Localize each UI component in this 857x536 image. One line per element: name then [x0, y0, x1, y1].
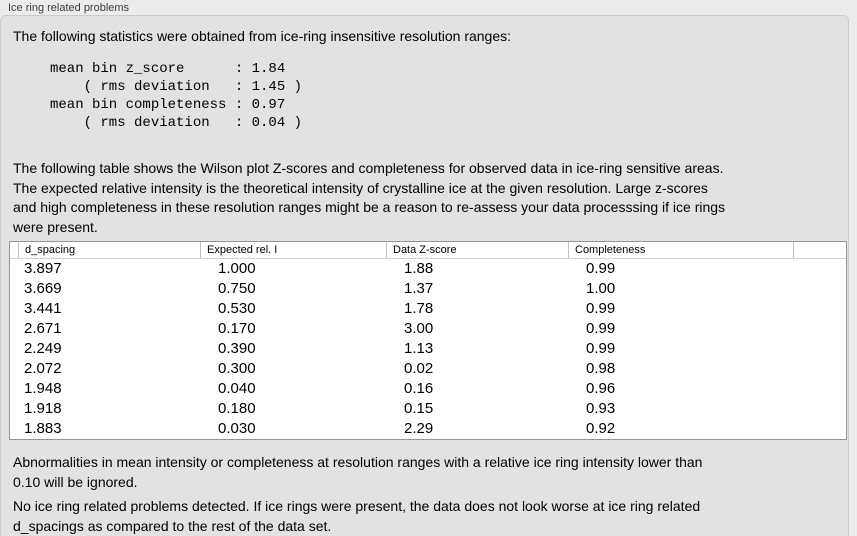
table-cell: 3.441 [24, 300, 62, 317]
description-text: The following table shows the Wilson plo… [13, 160, 726, 235]
column-header-empty [793, 242, 846, 258]
table-cell [793, 379, 846, 399]
table-row[interactable]: 2.249 0.390 1.13 0.99 [10, 339, 846, 359]
intro-text: The following statistics were obtained f… [13, 28, 512, 44]
table-row[interactable]: 3.669 0.750 1.37 1.00 [10, 279, 846, 299]
note-conclusion: No ice ring related problems detected. I… [13, 498, 701, 534]
table-cell [793, 359, 846, 379]
table-cell: 3.669 [24, 280, 62, 297]
table-row[interactable]: 3.441 0.530 1.78 0.99 [10, 299, 846, 319]
table-cell: 0.15 [404, 400, 434, 417]
table-cell: 0.02 [404, 360, 434, 377]
table-cell [793, 279, 846, 299]
table-cell: 1.88 [404, 260, 434, 277]
table-row[interactable]: 2.671 0.170 3.00 0.99 [10, 319, 846, 339]
table-cell: 0.93 [586, 400, 616, 417]
table-cell: 3.00 [404, 320, 434, 337]
table-cell [793, 299, 846, 319]
table-cell: 2.29 [404, 420, 434, 437]
table-cell: 0.96 [586, 380, 616, 397]
table-cell: 0.390 [218, 340, 256, 357]
table-cell: 0.99 [586, 300, 616, 317]
table-header-row: d_spacing Expected rel. I Data Z-score Comp… [10, 242, 846, 259]
table-row[interactable]: 1.883 0.030 2.29 0.92 [10, 419, 846, 439]
table-cell: 1.918 [24, 400, 62, 417]
table-cell: 0.98 [586, 360, 616, 377]
table-cell: 1.000 [218, 260, 256, 277]
table-cell [793, 399, 846, 419]
table-cell: 2.671 [24, 320, 62, 337]
table-row[interactable]: 1.918 0.180 0.15 0.93 [10, 399, 846, 419]
table-cell: 0.030 [218, 420, 256, 437]
table-body: 3.897 1.000 1.88 0.99 3.669 0.750 1.37 1.00 3.44… [10, 259, 846, 439]
table-cell: 1.78 [404, 300, 434, 317]
groupbox-title: Ice ring related problems [8, 2, 130, 14]
table-cell: 0.92 [586, 420, 616, 437]
column-header-completeness[interactable]: Completeness [568, 242, 793, 258]
table-cell: 0.170 [218, 320, 256, 337]
table-cell [793, 339, 846, 359]
ice-ring-table[interactable]: d_spacing Expected rel. I Data Z-score Comp… [9, 241, 847, 440]
note-ignore-threshold: Abnormalities in mean intensity or compl… [13, 454, 703, 490]
table-cell: 1.883 [24, 420, 62, 437]
table-cell: 0.300 [218, 360, 256, 377]
table-cell: 2.072 [24, 360, 62, 377]
table-row[interactable]: 2.072 0.300 0.02 0.98 [10, 359, 846, 379]
table-cell: 2.249 [24, 340, 62, 357]
table-row[interactable]: 1.948 0.040 0.16 0.96 [10, 379, 846, 399]
column-header-expected-rel-i[interactable]: Expected rel. I [200, 242, 386, 258]
table-cell: 0.99 [586, 320, 616, 337]
table-cell: 0.180 [218, 400, 256, 417]
table-row[interactable]: 3.897 1.000 1.88 0.99 [10, 259, 846, 279]
column-header-d-spacing[interactable]: d_spacing [18, 242, 200, 258]
table-cell: 1.13 [404, 340, 434, 357]
table-cell [793, 419, 846, 439]
table-cell: 1.948 [24, 380, 62, 397]
table-cell [793, 319, 846, 339]
column-header-data-z-score[interactable]: Data Z-score [386, 242, 568, 258]
table-cell: 1.00 [586, 280, 616, 297]
table-cell: 1.37 [404, 280, 434, 297]
table-cell: 3.897 [24, 260, 62, 277]
table-cell: 0.16 [404, 380, 434, 397]
column-header-stub [10, 242, 18, 258]
stats-block: mean bin z_score : 1.84 ( rms deviation … [50, 61, 303, 131]
table-cell: 0.99 [586, 340, 616, 357]
table-cell [793, 259, 846, 279]
table-cell: 0.99 [586, 260, 616, 277]
table-cell: 0.040 [218, 380, 256, 397]
table-cell: 0.750 [218, 280, 256, 297]
table-cell: 0.530 [218, 300, 256, 317]
groupbox: The following statistics were obtained f… [0, 15, 849, 536]
